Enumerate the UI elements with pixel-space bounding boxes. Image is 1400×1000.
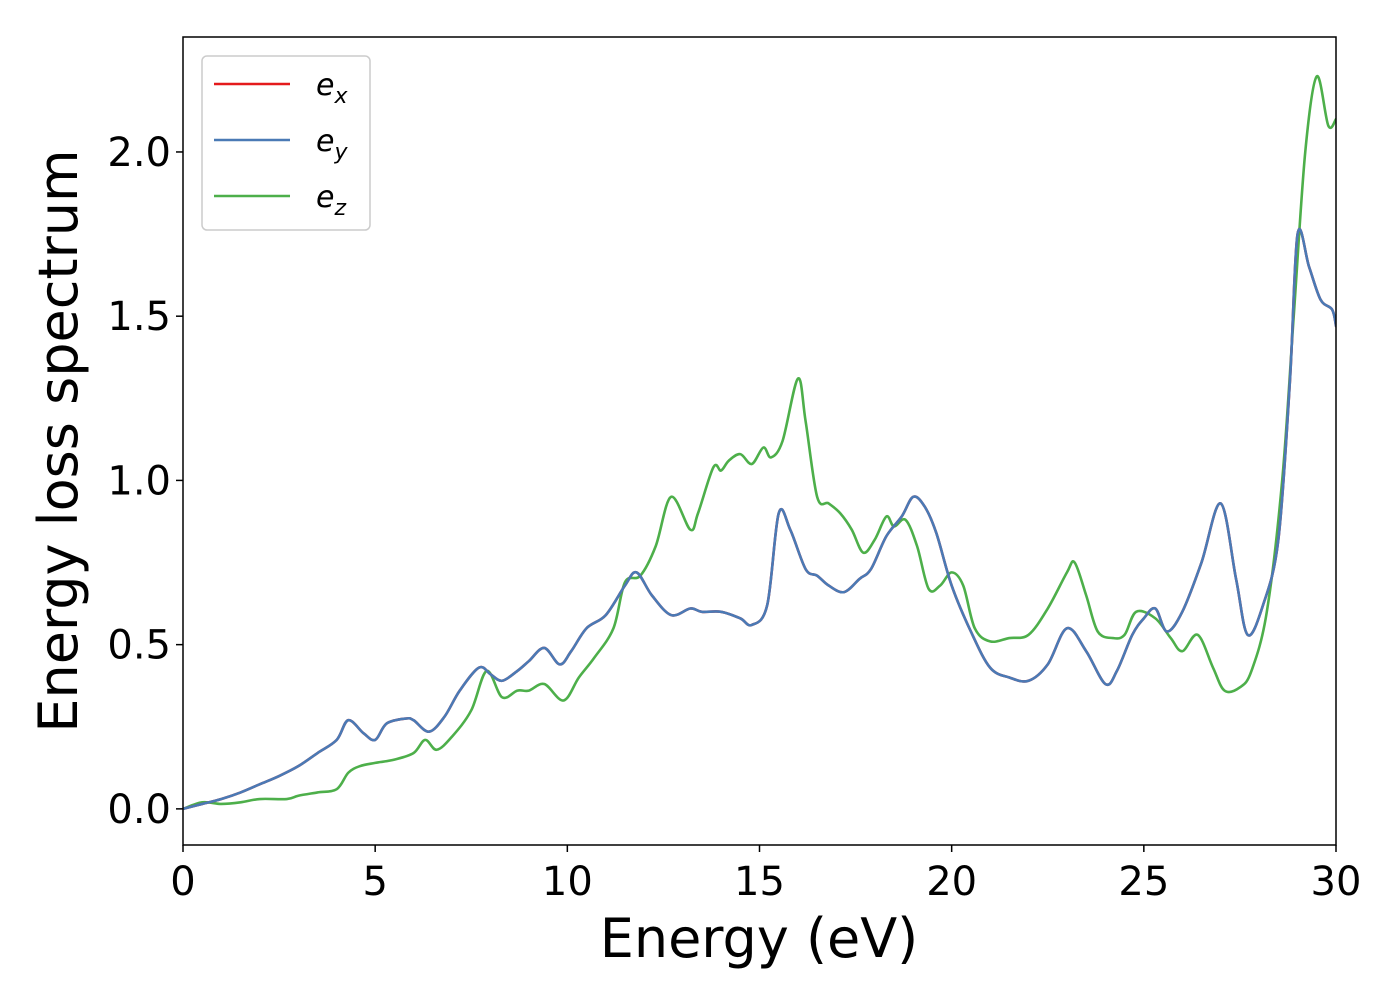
legend-frame (201, 55, 371, 231)
x-axis-title: Energy (eV) (600, 907, 919, 970)
y-tick-label: 1.0 (107, 458, 171, 504)
y-tick-label: 0.0 (107, 787, 171, 833)
legend-label-e-x: ex (316, 68, 348, 109)
legend: ex ey ez (201, 55, 371, 231)
y-axis: 0.0 0.5 1.0 1.5 2.0 (107, 130, 183, 833)
x-tick-label: 15 (734, 859, 785, 905)
x-tick-label: 0 (170, 859, 195, 905)
series-layer (183, 75, 1336, 811)
series-line-e-z (183, 75, 1336, 811)
x-axis: 0 5 10 15 20 25 30 (170, 845, 1361, 905)
x-tick-label: 10 (542, 859, 593, 905)
x-tick-label: 20 (926, 859, 977, 905)
legend-label-e-y: ey (316, 124, 348, 165)
legend-label-e-z: ez (316, 180, 346, 221)
y-tick-label: 0.5 (107, 623, 171, 669)
series-line-e-y (183, 227, 1336, 811)
y-tick-label: 1.5 (107, 294, 171, 340)
x-tick-label: 25 (1118, 859, 1169, 905)
y-axis-title: Energy loss spectrum (27, 149, 90, 732)
x-tick-label: 5 (362, 859, 387, 905)
x-tick-label: 30 (1311, 859, 1362, 905)
y-tick-label: 2.0 (107, 130, 171, 176)
